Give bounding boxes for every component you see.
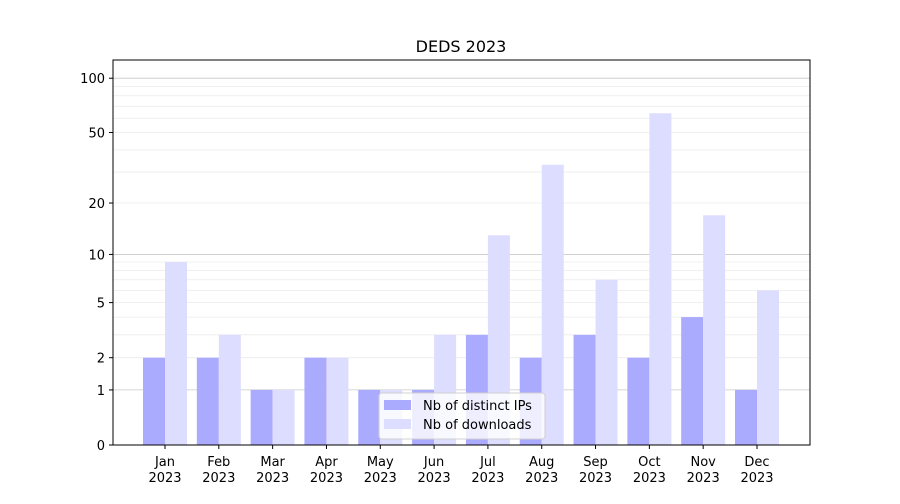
x-tick-label: May: [367, 455, 394, 470]
bar-distinct-ips: [358, 389, 381, 445]
y-tick-label: 1: [97, 384, 105, 399]
x-tick-label: Oct: [638, 455, 660, 470]
y-tick-label: 100: [80, 72, 105, 87]
y-tick-label: 20: [88, 197, 105, 212]
bar-downloads: [541, 164, 564, 445]
x-tick-label: Aug: [529, 455, 554, 470]
bar-distinct-ips: [681, 317, 704, 445]
x-tick-label: 2023: [310, 471, 343, 486]
bar-distinct-ips: [250, 389, 273, 445]
bar-distinct-ips: [143, 357, 165, 445]
bar-downloads: [218, 334, 241, 445]
legend-box: [378, 392, 546, 440]
bar-downloads: [326, 357, 349, 445]
x-tick-label: Nov: [690, 455, 716, 470]
x-tick-label: 2023: [740, 471, 773, 486]
y-tick-label: 50: [88, 127, 105, 142]
bar-downloads: [703, 215, 726, 445]
legend-label: Nb of downloads: [423, 418, 532, 433]
x-tick-label: Jan: [154, 455, 175, 470]
x-tick-label: Apr: [315, 455, 338, 470]
x-tick-label: 2023: [471, 471, 504, 486]
bar-downloads: [757, 290, 779, 445]
y-tick-label: 10: [88, 248, 105, 263]
bar-downloads: [272, 389, 295, 445]
x-tick-label: Jul: [479, 455, 496, 470]
bar-downloads: [649, 113, 672, 446]
axes-frame: [112, 59, 811, 446]
x-tick-label: Feb: [207, 455, 230, 470]
y-tick-label: 0: [97, 439, 105, 454]
bar-distinct-ips: [573, 334, 596, 445]
bar-distinct-ips: [627, 357, 650, 445]
x-tick-label: Jun: [423, 455, 444, 470]
x-tick-label: 2023: [579, 471, 612, 486]
legend-swatch: [384, 419, 411, 429]
bar-distinct-ips: [196, 357, 219, 445]
x-tick-label: 2023: [256, 471, 289, 486]
bar-downloads: [165, 262, 187, 445]
x-tick-label: Dec: [744, 455, 769, 470]
chart-title: DEDS 2023: [416, 37, 507, 56]
x-tick-label: 2023: [687, 471, 720, 486]
x-tick-label: 2023: [202, 471, 235, 486]
x-tick-label: 2023: [148, 471, 181, 486]
bar-distinct-ips: [735, 389, 757, 445]
legend-label: Nb of distinct IPs: [423, 399, 532, 414]
x-tick-label: Sep: [583, 455, 608, 470]
bar-distinct-ips: [304, 357, 327, 445]
x-tick-label: 2023: [418, 471, 451, 486]
bar-downloads: [595, 279, 618, 445]
x-tick-label: 2023: [633, 471, 666, 486]
y-tick-label: 5: [97, 297, 105, 312]
y-tick-label: 2: [97, 352, 105, 367]
x-tick-label: 2023: [525, 471, 558, 486]
legend-swatch: [384, 400, 411, 410]
x-tick-label: 2023: [364, 471, 397, 486]
x-tick-label: Mar: [260, 455, 285, 470]
